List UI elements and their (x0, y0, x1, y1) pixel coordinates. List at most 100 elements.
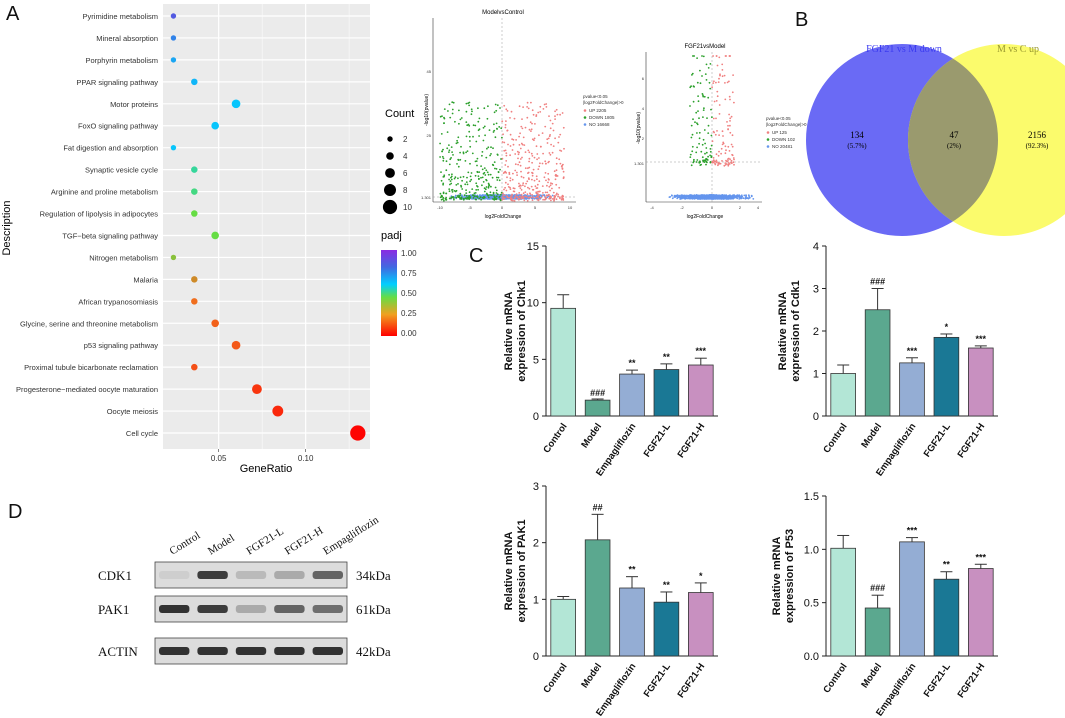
volcano-point-down (483, 187, 486, 190)
y-tick-label: 1.0 (804, 544, 819, 556)
volcano-point-down (457, 136, 460, 139)
volcano-point-down (471, 194, 474, 197)
blot-band (197, 571, 228, 579)
volcano-point-up (718, 77, 720, 80)
volcano-point-up (550, 199, 552, 202)
volcano-point-up (721, 69, 724, 71)
volcano-point-down (698, 161, 701, 164)
volcano-point-up (717, 81, 720, 83)
volcano-point-ns (742, 197, 745, 200)
volcano-point-up (501, 157, 504, 160)
volcano-point-down (495, 197, 498, 200)
volcano-point-up (555, 173, 557, 176)
volcano-point-up (522, 196, 525, 199)
y-tick-label: 0 (533, 651, 539, 663)
volcano-point-down (489, 194, 491, 196)
volcano-point-up (547, 137, 550, 140)
volcano-point-down (462, 198, 465, 201)
volcano-point-down (496, 153, 499, 156)
volcano-point-up (726, 121, 728, 123)
volcano-point-down (442, 148, 444, 151)
volcano-point-down (499, 199, 502, 202)
volcano-point-ns (676, 197, 679, 200)
volcano-point-up (731, 153, 733, 156)
volcano-point-up (501, 120, 504, 123)
volcano-point-down (490, 185, 492, 188)
term-point (191, 188, 198, 195)
volcano-point-up (518, 105, 521, 108)
volcano-point-down (463, 194, 466, 197)
volcano-point-down (465, 102, 468, 105)
y-tick-label: 1 (813, 369, 819, 381)
volcano-point-up (524, 151, 527, 154)
volcano-x-tick-label: 4 (757, 205, 760, 210)
volcano-point-down (450, 182, 453, 185)
volcano-point-down (500, 127, 503, 130)
volcano-point-down (492, 131, 495, 133)
volcano-point-ns (721, 194, 724, 196)
volcano-point-up (519, 187, 522, 190)
category-label: Control (541, 421, 569, 455)
volcano-point-up (530, 130, 532, 133)
volcano-point-up (727, 160, 729, 162)
volcano-point-down (450, 178, 453, 181)
volcano-point-down (495, 195, 498, 198)
volcano-point-up (523, 144, 526, 147)
term-label: Porphyrin metabolism (85, 56, 158, 65)
volcano-point-up (712, 157, 715, 159)
volcano-point-up (509, 188, 512, 191)
category-label: FGF21-L (642, 661, 673, 699)
volcano-point-up (722, 135, 724, 137)
volcano-point-up (548, 115, 550, 117)
volcano-point-down (482, 172, 485, 175)
volcano-point-down (710, 156, 713, 159)
significance-label: *** (907, 346, 918, 356)
volcano-point-up (551, 122, 554, 125)
volcano-legend-heading: |log2FoldChange|>0 (766, 122, 807, 127)
volcano-point-up (509, 179, 512, 182)
volcano-point-down (498, 126, 501, 128)
volcano-point-ns (546, 196, 549, 199)
volcano-point-up (552, 145, 555, 148)
volcano-point-down (461, 179, 463, 182)
volcano-point-ns (689, 194, 692, 197)
volcano-point-up (522, 136, 525, 139)
category-label: Control (821, 421, 849, 455)
volcano-point-down (700, 150, 703, 153)
volcano-point-ns (738, 196, 741, 199)
volcano-point-up (715, 100, 718, 102)
volcano-point-up (560, 198, 563, 200)
volcano-point-down (441, 150, 443, 153)
volcano-point-down (442, 176, 445, 178)
volcano-point-down (461, 188, 464, 190)
term-point (170, 254, 177, 261)
term-point (350, 425, 366, 441)
volcano-point-up (556, 175, 559, 177)
volcano-point-down (487, 182, 490, 185)
volcano-point-ns (540, 194, 543, 197)
volcano-point-down (476, 185, 478, 187)
category-label: FGF21-L (922, 421, 953, 459)
volcano-point-ns (701, 194, 703, 196)
volcano-point-down (494, 167, 496, 170)
volcano-point-up (545, 103, 548, 105)
volcano-point-up (563, 147, 565, 150)
venn-left-count: 134 (850, 130, 864, 140)
volcano-point-ns (748, 195, 750, 198)
volcano-point-up (720, 152, 722, 155)
volcano-point-up (724, 145, 727, 148)
volcano-point-down (485, 179, 488, 182)
volcano-point-up (558, 158, 561, 161)
volcano-point-down (495, 176, 498, 179)
volcano-point-ns (745, 197, 748, 200)
volcano-point-up (716, 130, 718, 132)
volcano-point-up (533, 179, 536, 182)
volcano-point-down (465, 121, 468, 123)
volcano-point-up (518, 161, 521, 164)
kegg-dot-plot: Pyrimidine metabolism Mineral absorption P… (1, 4, 417, 475)
term-label: Oocyte meiosis (107, 407, 159, 416)
category-label: FGF21-H (956, 421, 988, 460)
volcano-point-down (465, 189, 467, 192)
volcano-point-up (527, 171, 530, 174)
significance-label: * (945, 322, 949, 332)
